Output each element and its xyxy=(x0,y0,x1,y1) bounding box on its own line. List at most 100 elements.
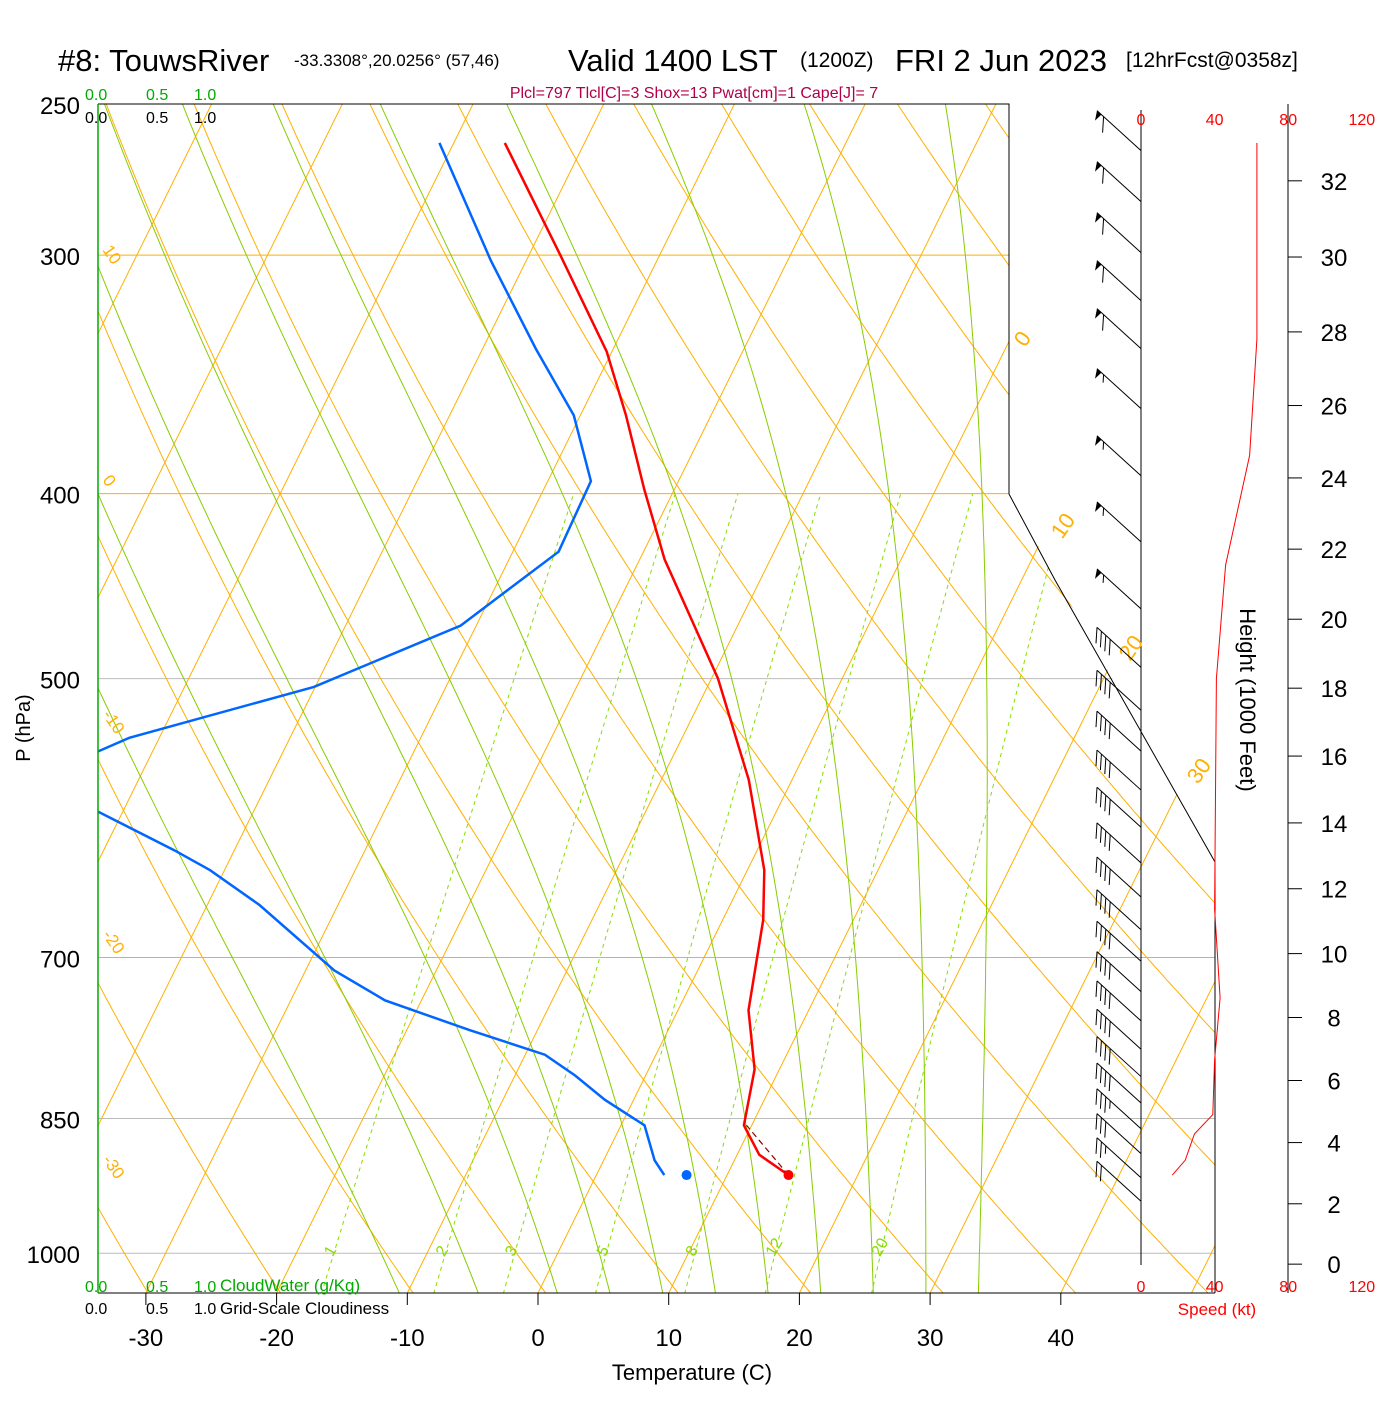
wind-barb-part xyxy=(1105,1017,1106,1033)
wind-barb-part xyxy=(1096,981,1097,997)
speed-tick-label-top: 80 xyxy=(1279,112,1297,129)
cloudiness-label: Grid-Scale Cloudiness xyxy=(220,1299,389,1318)
cloudwater-tick-bottom: 1.0 xyxy=(194,1279,216,1296)
cloudwater-tick-top: 1.0 xyxy=(194,87,216,104)
height-tick-label: 28 xyxy=(1321,320,1348,347)
isotherm-line xyxy=(1057,87,1400,1301)
temperature-tick-label: 40 xyxy=(1047,1325,1074,1352)
dewpoint_upper-line xyxy=(98,143,591,752)
cloudwater-label: CloudWater (g/Kg) xyxy=(220,1276,360,1295)
title-forecast: [12hrFcst@0358z] xyxy=(1126,49,1298,72)
dry-adiabat-line xyxy=(712,87,1400,1301)
wind-barb xyxy=(1096,1114,1141,1154)
title-zulu: (1200Z) xyxy=(800,49,874,72)
isotherm-label: 30 xyxy=(1182,753,1217,787)
moist-adiabat-line xyxy=(373,87,769,1301)
wind-barb-part xyxy=(1105,960,1106,976)
wind-barb xyxy=(1095,369,1141,409)
wind-barb-part xyxy=(1105,1146,1106,1154)
wind-barb-part xyxy=(1105,758,1106,774)
cloudiness-tick-bottom: 1.0 xyxy=(194,1301,216,1318)
wind-barb-part xyxy=(1100,1041,1101,1057)
temperature-tick-label: 0 xyxy=(531,1325,544,1352)
wind-barb-part xyxy=(1096,711,1097,727)
wind-barb-part xyxy=(1109,933,1110,949)
wind-barb-part xyxy=(1109,835,1110,851)
wind-barb-part xyxy=(1097,1089,1141,1129)
temperature-tick-label: -10 xyxy=(390,1325,425,1352)
pressure-tick-label: 400 xyxy=(40,483,80,510)
wind-barb-part xyxy=(1103,442,1104,450)
height-tick-label: 10 xyxy=(1321,942,1348,969)
wind-barb xyxy=(1095,436,1141,476)
wind-barb-part xyxy=(1110,1101,1111,1109)
mixing-ratio-line xyxy=(321,494,573,1294)
pressure-tick-label: 500 xyxy=(40,668,80,695)
cloudwater-tick-bottom: 0.5 xyxy=(146,1279,168,1296)
wind-barb-part xyxy=(1096,1138,1097,1154)
speed-tick-label-bottom: 120 xyxy=(1348,1279,1375,1296)
wind-barb-part xyxy=(1105,635,1106,651)
wind-barb-part xyxy=(1109,1049,1110,1065)
wind-barb-part xyxy=(1100,791,1101,807)
height-tick-label: 2 xyxy=(1327,1192,1340,1219)
dry-adiabat-line xyxy=(275,87,1084,1301)
plot-frame xyxy=(98,104,1009,494)
pressure-tick-label: 700 xyxy=(40,947,80,974)
height-tick-label: 32 xyxy=(1321,169,1348,196)
dry-adiabat-line xyxy=(537,87,1400,1301)
speed-tick-label-top: 0 xyxy=(1137,112,1146,129)
wind-barb-part xyxy=(1109,682,1110,698)
wind-barb-part xyxy=(1109,799,1110,815)
dry-adiabat-label: 10 xyxy=(99,241,125,267)
moist-adiabat-line xyxy=(644,87,873,1301)
wind-barb-part xyxy=(1096,890,1097,906)
indices-text: Plcl=797 Tlcl[C]=3 Shox=13 Pwat[cm]=1 Ca… xyxy=(510,85,878,102)
wind-barb-part xyxy=(1097,670,1141,710)
pressure-tick-label: 1000 xyxy=(27,1242,80,1269)
pressure-tick-label: 300 xyxy=(40,244,80,271)
height-tick-label: 22 xyxy=(1321,537,1348,564)
wind-barb-part xyxy=(1103,575,1104,583)
speed-tick-label-top: 120 xyxy=(1348,112,1375,129)
height-tick-label: 6 xyxy=(1327,1068,1340,1095)
wind-barb-part xyxy=(1103,168,1104,184)
wind-barb-part xyxy=(1097,921,1141,961)
wind-barb-part xyxy=(1096,921,1097,937)
wind-barb-part xyxy=(1109,1021,1110,1037)
isotherm-line xyxy=(142,87,743,1301)
temperature-tick-label: 20 xyxy=(786,1325,813,1352)
title-valid: Valid 1400 LST xyxy=(568,43,778,78)
wind-barb-part xyxy=(1103,315,1104,331)
wind-barb-part xyxy=(1097,823,1141,863)
y2-axis-label: Height (1000 Feet) xyxy=(1235,608,1260,791)
wind-barb-part xyxy=(1100,1067,1101,1083)
cloudwater-tick-top: 0.0 xyxy=(85,87,107,104)
wind-barb-part xyxy=(1095,162,1101,172)
height-tick-label: 24 xyxy=(1321,466,1348,493)
height-tick-label: 4 xyxy=(1327,1131,1340,1158)
wind-barb-part xyxy=(1100,985,1101,1001)
wind-barb xyxy=(1095,162,1141,202)
wind-barb xyxy=(1095,261,1141,301)
wind-barb xyxy=(1095,309,1141,349)
wind-barb-part xyxy=(1097,890,1141,930)
wind-barb-part xyxy=(1100,861,1101,877)
wind-barb-part xyxy=(1096,857,1097,873)
wind-barb-part xyxy=(1105,865,1106,881)
wind-barb-part xyxy=(1103,267,1104,283)
wind-barb xyxy=(1096,921,1141,961)
isotherm-line xyxy=(272,87,873,1301)
wind-barb-part xyxy=(1100,631,1101,647)
wind-barb-part xyxy=(1096,1114,1097,1130)
wind-barb-part xyxy=(1096,1037,1097,1053)
pressure-tick-label: 850 xyxy=(40,1108,80,1135)
cloudwater-tick-bottom: 0.0 xyxy=(85,1279,107,1296)
moist-adiabat-line xyxy=(31,87,560,1301)
wind-barb xyxy=(1095,502,1141,542)
wind-barb-part xyxy=(1103,508,1104,516)
speed-tick-label-top: 40 xyxy=(1206,112,1224,129)
dry-adiabat-line xyxy=(449,87,1349,1301)
height-tick-label: 16 xyxy=(1321,744,1348,771)
wind-barb-part xyxy=(1095,569,1101,579)
